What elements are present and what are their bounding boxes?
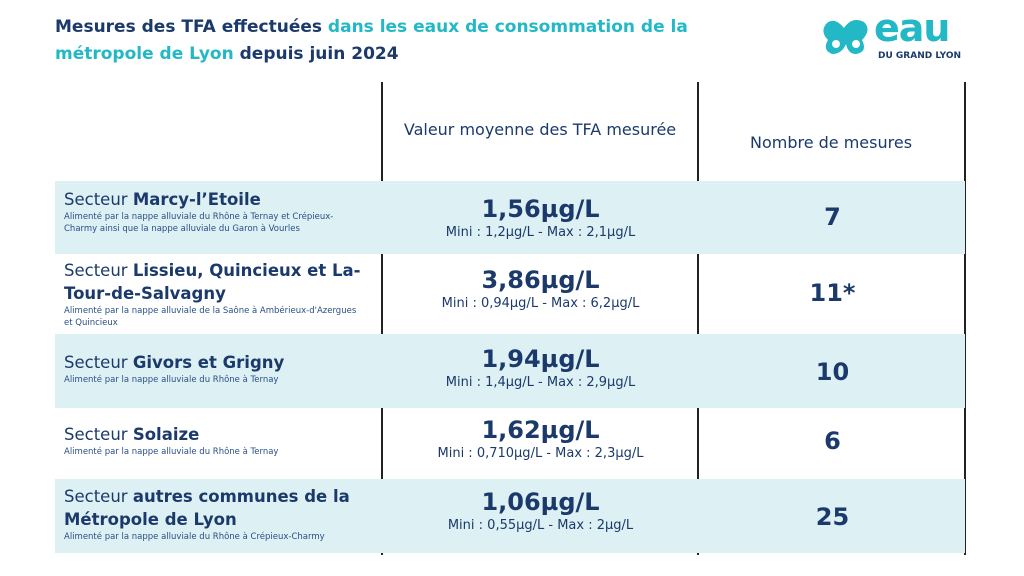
logo-subtitle: DU GRAND LYON xyxy=(878,51,962,61)
avg-value: 1,62µg/L xyxy=(481,416,600,444)
sector-prefix: Secteur xyxy=(64,261,133,280)
sector-name: Givors et Grigny xyxy=(132,353,285,372)
avg-value: 1,06µg/L xyxy=(481,488,600,516)
sector-name: Marcy-l’Etoile xyxy=(132,190,261,209)
sector: Secteur Marcy-l’Etoile Alimenté par la na… xyxy=(64,188,364,235)
sector: Secteur Lissieu, Quincieux et La-Tour-de… xyxy=(64,259,364,329)
value-cell: 3,86µg/L Mini : 0,94µg/L - Max : 6,2µg/L xyxy=(383,265,698,313)
header-count: Nombre de mesures xyxy=(749,133,913,152)
column-divider xyxy=(697,82,699,555)
sector-name: Lissieu, Quincieux et La-Tour-de-Salvagn… xyxy=(64,261,361,303)
sector-desc: Alimenté par la nappe alluviale de la Sa… xyxy=(64,306,357,328)
table-row: Secteur Marcy-l’Etoile Alimenté par la na… xyxy=(55,181,965,254)
table-row: Secteur Lissieu, Quincieux et La-Tour-de… xyxy=(55,255,965,333)
count-value: 11* xyxy=(809,279,856,307)
title-highlight: dans les eaux de consommation de la métr… xyxy=(55,17,688,64)
table-row: Secteur Givors et Grigny Alimenté par la … xyxy=(55,334,965,408)
value-cell: 1,06µg/L Mini : 0,55µg/L - Max : 2µg/L xyxy=(383,487,698,535)
count-value: 25 xyxy=(815,503,850,531)
sector-desc: Alimenté par la nappe alluviale du Rhône… xyxy=(64,375,279,385)
table-row: Secteur Solaize Alimenté par la nappe all… xyxy=(55,409,965,478)
sector-name: Solaize xyxy=(132,425,200,444)
sector-prefix: Secteur xyxy=(64,190,133,209)
sector: Secteur Solaize Alimenté par la nappe all… xyxy=(64,423,364,458)
min-max: Mini : 0,94µg/L - Max : 6,2µg/L xyxy=(441,296,640,311)
avg-value: 1,56µg/L xyxy=(481,195,600,223)
value-cell: 1,62µg/L Mini : 0,710µg/L - Max : 2,3µg/L xyxy=(383,415,698,463)
sector-desc: Alimenté par la nappe alluviale du Rhône… xyxy=(64,532,325,542)
logo-mark-icon xyxy=(823,20,868,54)
min-max: Mini : 0,55µg/L - Max : 2µg/L xyxy=(447,518,634,533)
value-cell: 1,94µg/L Mini : 1,4µg/L - Max : 2,9µg/L xyxy=(383,344,698,392)
min-max: Mini : 1,2µg/L - Max : 2,1µg/L xyxy=(445,225,636,240)
sector-desc: Alimenté par la nappe alluviale du Rhône… xyxy=(64,447,279,457)
title-part: Mesures des TFA effectuées xyxy=(55,17,328,37)
column-divider xyxy=(381,82,383,555)
avg-value: 3,86µg/L xyxy=(481,266,600,294)
sector: Secteur Givors et Grigny Alimenté par la … xyxy=(64,351,364,386)
sector-prefix: Secteur xyxy=(64,425,133,444)
eau-du-grand-lyon-logo: eau DU GRAND LYON xyxy=(822,6,972,64)
column-divider xyxy=(964,82,966,555)
sector-desc: Alimenté par la nappe alluviale du Rhône… xyxy=(64,212,334,234)
table-row: Secteur autres communes de la Métropole … xyxy=(55,479,965,553)
count-value: 10 xyxy=(815,358,850,386)
sector: Secteur autres communes de la Métropole … xyxy=(64,485,354,543)
page-title: Mesures des TFA effectuées dans les eaux… xyxy=(55,14,755,68)
title-part: depuis juin 2024 xyxy=(233,44,399,64)
sector-prefix: Secteur xyxy=(64,487,133,506)
value-cell: 1,56µg/L Mini : 1,2µg/L - Max : 2,1µg/L xyxy=(383,194,698,242)
min-max: Mini : 1,4µg/L - Max : 2,9µg/L xyxy=(445,375,636,390)
count-value: 6 xyxy=(824,427,841,455)
count-value: 7 xyxy=(824,203,841,231)
sector-prefix: Secteur xyxy=(64,353,133,372)
header-value: Valeur moyenne des TFA mesurée xyxy=(403,120,677,139)
logo-word: eau xyxy=(874,6,950,50)
sector-name: autres communes de la Métropole de Lyon xyxy=(64,487,350,529)
min-max: Mini : 0,710µg/L - Max : 2,3µg/L xyxy=(437,446,644,461)
avg-value: 1,94µg/L xyxy=(481,345,600,373)
